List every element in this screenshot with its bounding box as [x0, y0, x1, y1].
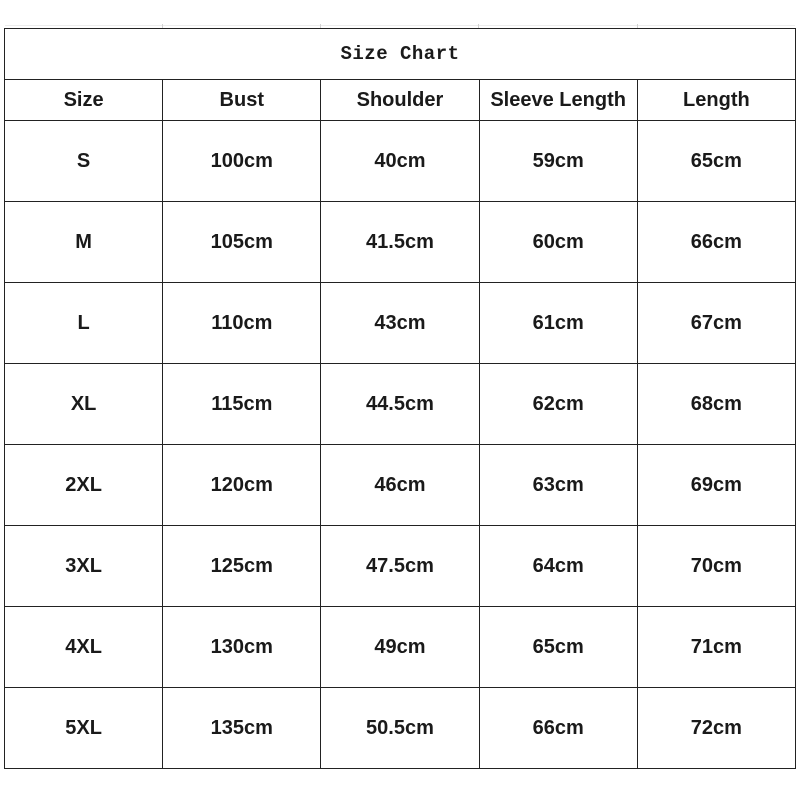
shoulder-cell: 44.5cm	[320, 363, 480, 445]
column-header-size: Size	[3, 79, 164, 121]
length-cell: 70cm	[636, 525, 797, 607]
size-label-cell: M	[3, 201, 164, 283]
length-cell: 66cm	[636, 201, 797, 283]
shoulder-cell: 46cm	[320, 444, 480, 526]
shoulder-cell: 47.5cm	[320, 525, 480, 607]
table-row-l: L 110cm 43cm 61cm 67cm	[3, 282, 797, 364]
table-row-s: S 100cm 40cm 59cm 65cm	[3, 120, 797, 202]
table-row-2xl: 2XL 120cm 46cm 63cm 69cm	[3, 444, 797, 526]
column-header-sleeve-length: Sleeve Length	[478, 79, 638, 121]
length-cell: 67cm	[636, 282, 797, 364]
title-row: Size Chart	[4, 28, 796, 80]
table-row-3xl: 3XL 125cm 47.5cm 64cm 70cm	[3, 525, 797, 607]
column-header-length: Length	[636, 79, 797, 121]
cropped-gridline-tick	[162, 24, 163, 29]
bust-cell: 110cm	[162, 282, 322, 364]
shoulder-cell: 40cm	[320, 120, 480, 202]
length-cell: 68cm	[636, 363, 797, 445]
sleeve-length-cell: 64cm	[478, 525, 638, 607]
bust-cell: 120cm	[162, 444, 322, 526]
length-cell: 65cm	[636, 120, 797, 202]
bust-cell: 135cm	[162, 687, 322, 769]
bust-cell: 125cm	[162, 525, 322, 607]
header-row: Size Bust Shoulder Sleeve Length Length	[3, 79, 797, 121]
size-label-cell: 4XL	[3, 606, 164, 688]
sleeve-length-cell: 65cm	[478, 606, 638, 688]
shoulder-cell: 41.5cm	[320, 201, 480, 283]
sleeve-length-cell: 66cm	[478, 687, 638, 769]
shoulder-cell: 50.5cm	[320, 687, 480, 769]
size-chart-table: Size Chart Size Bust Shoulder Sleeve Len…	[3, 28, 797, 769]
cropped-gridline-tick	[637, 24, 638, 29]
cropped-gridline-artifact	[5, 25, 795, 26]
bust-cell: 115cm	[162, 363, 322, 445]
length-cell: 72cm	[636, 687, 797, 769]
sleeve-length-cell: 62cm	[478, 363, 638, 445]
size-label-cell: 2XL	[3, 444, 164, 526]
shoulder-cell: 49cm	[320, 606, 480, 688]
length-cell: 71cm	[636, 606, 797, 688]
bust-cell: 105cm	[162, 201, 322, 283]
table-title: Size Chart	[4, 28, 796, 80]
sleeve-length-cell: 61cm	[478, 282, 638, 364]
size-label-cell: S	[3, 120, 164, 202]
sleeve-length-cell: 63cm	[478, 444, 638, 526]
table-row-m: M 105cm 41.5cm 60cm 66cm	[3, 201, 797, 283]
cropped-gridline-tick	[478, 24, 479, 29]
bust-cell: 130cm	[162, 606, 322, 688]
column-header-bust: Bust	[162, 79, 322, 121]
shoulder-cell: 43cm	[320, 282, 480, 364]
table-row-5xl: 5XL 135cm 50.5cm 66cm 72cm	[3, 687, 797, 769]
cropped-gridline-tick	[320, 24, 321, 29]
table-row-4xl: 4XL 130cm 49cm 65cm 71cm	[3, 606, 797, 688]
sleeve-length-cell: 60cm	[478, 201, 638, 283]
bust-cell: 100cm	[162, 120, 322, 202]
size-label-cell: 3XL	[3, 525, 164, 607]
sleeve-length-cell: 59cm	[478, 120, 638, 202]
size-label-cell: L	[3, 282, 164, 364]
size-label-cell: XL	[3, 363, 164, 445]
length-cell: 69cm	[636, 444, 797, 526]
table-row-xl: XL 115cm 44.5cm 62cm 68cm	[3, 363, 797, 445]
column-header-shoulder: Shoulder	[320, 79, 480, 121]
size-label-cell: 5XL	[3, 687, 164, 769]
